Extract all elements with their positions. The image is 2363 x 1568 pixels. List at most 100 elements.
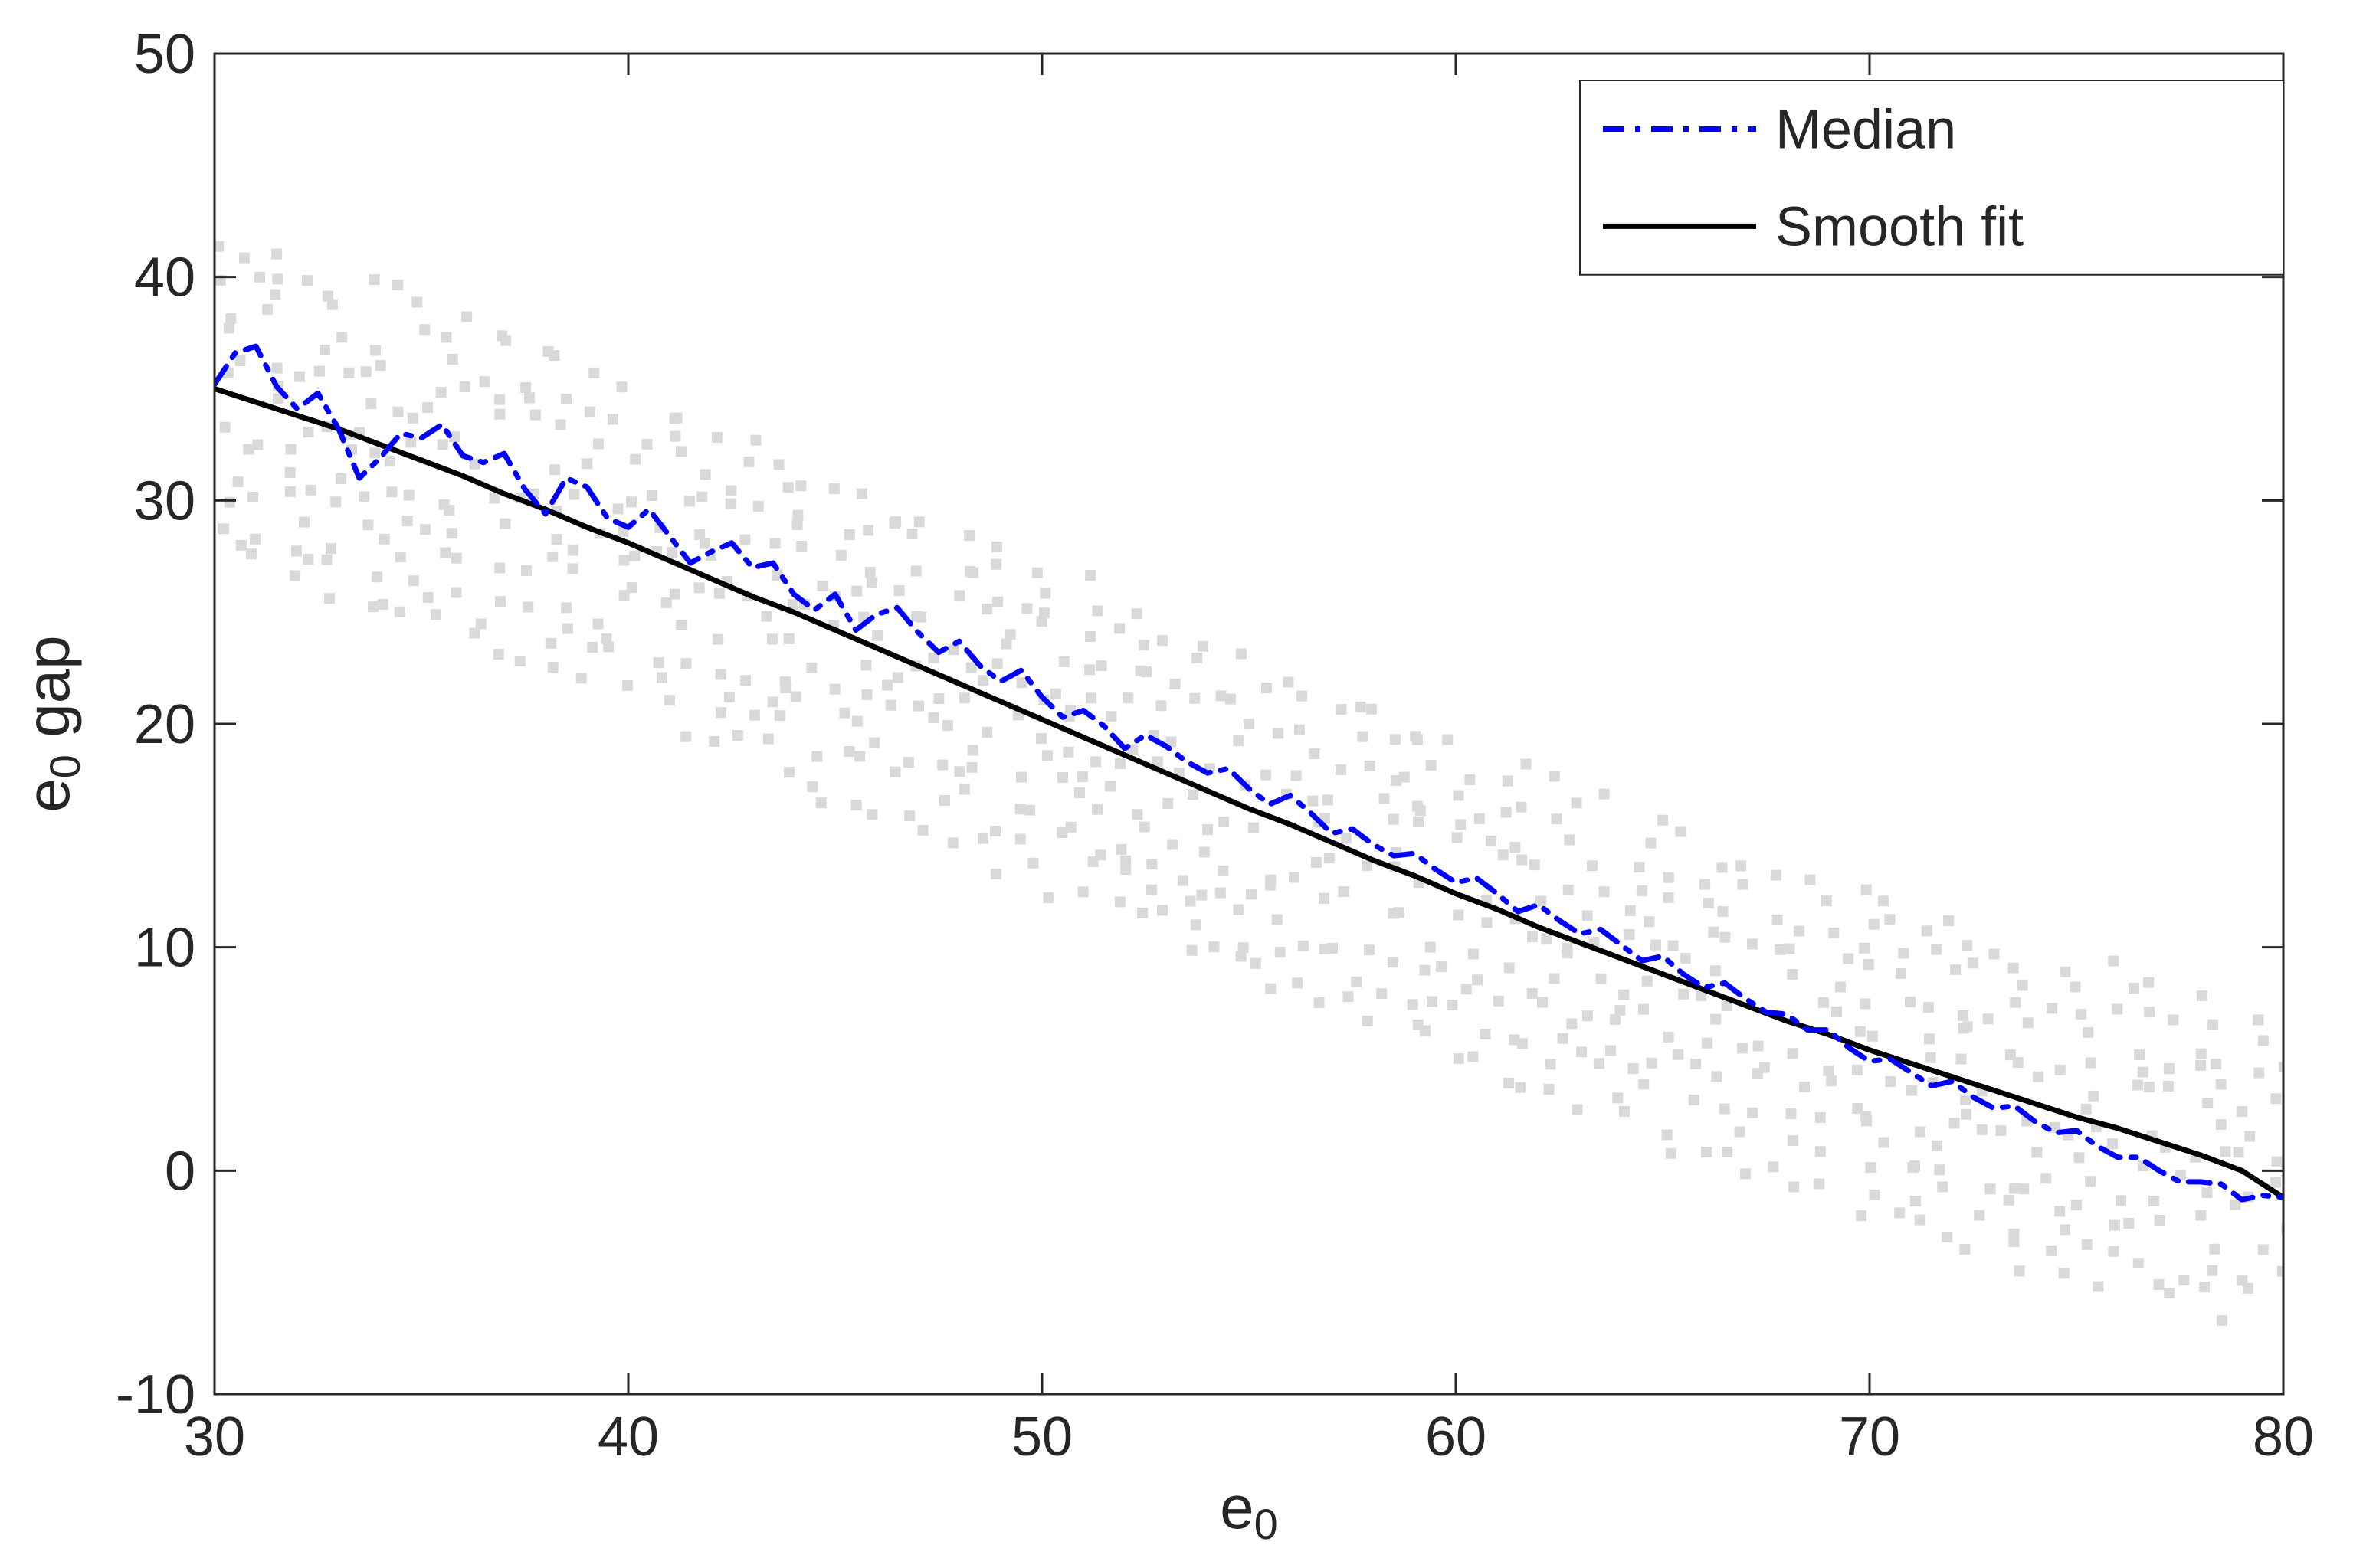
- scatter-point: [469, 628, 480, 639]
- scatter-point: [285, 486, 296, 497]
- scatter-point: [1625, 905, 1636, 916]
- scatter-point: [1283, 677, 1293, 688]
- scatter-point: [928, 712, 939, 723]
- scatter-point: [1425, 942, 1436, 953]
- scatter-point: [521, 565, 532, 576]
- scatter-point: [657, 673, 667, 683]
- scatter-point: [2199, 1282, 2210, 1292]
- scatter-point: [1759, 1062, 1770, 1073]
- scatter-point: [839, 708, 850, 719]
- scatter-point: [992, 658, 1003, 669]
- scatter-point: [886, 700, 896, 711]
- scatter-point: [1480, 1029, 1491, 1039]
- scatter-point: [494, 409, 505, 420]
- scatter-point: [220, 422, 231, 433]
- scatter-point: [1804, 875, 1815, 885]
- scatter-point: [1831, 1007, 1842, 1017]
- scatter-point: [762, 611, 772, 622]
- scatter-point: [1599, 789, 1610, 800]
- scatter-point: [1044, 892, 1054, 903]
- scatter-point: [667, 547, 677, 558]
- scatter-point: [1735, 1126, 1745, 1137]
- scatter-point: [1747, 1108, 1758, 1118]
- scatter-point: [1861, 885, 1872, 895]
- scatter-point: [1298, 941, 1309, 951]
- scatter-point: [2107, 1138, 2118, 1149]
- scatter-point: [1390, 734, 1401, 745]
- scatter-point: [1338, 886, 1349, 897]
- scatter-point: [1867, 1031, 1878, 1042]
- scatter-point: [2112, 1003, 2122, 1014]
- scatter-point: [1884, 914, 1895, 925]
- scatter-point: [1701, 1147, 1712, 1157]
- scatter-point: [1527, 931, 1538, 942]
- scatter-point: [1250, 958, 1261, 969]
- scatter-point: [561, 394, 572, 404]
- scatter-point: [1198, 641, 1208, 652]
- scatter-point: [1516, 802, 1526, 813]
- x-axis-label-main: e: [1220, 1473, 1254, 1541]
- scatter-point: [1272, 914, 1283, 925]
- scatter-point: [1552, 813, 1562, 824]
- scatter-point: [2070, 981, 2080, 992]
- scatter-point: [751, 435, 762, 446]
- scatter-point: [365, 398, 376, 409]
- scatter-point: [714, 588, 725, 599]
- scatter-point: [1785, 1108, 1796, 1119]
- scatter-point: [978, 833, 988, 844]
- scatter-point: [1959, 1244, 1970, 1255]
- scatter-point: [2196, 1049, 2207, 1059]
- scatter-point: [1673, 1049, 1683, 1060]
- scatter-point: [863, 525, 873, 535]
- scatter-point: [303, 427, 313, 437]
- scatter-point: [250, 534, 261, 545]
- scatter-point: [865, 567, 876, 578]
- scatter-point: [1218, 866, 1228, 876]
- scatter-point: [2040, 1173, 2051, 1183]
- scatter-point: [948, 837, 959, 848]
- scatter-point: [1092, 605, 1103, 616]
- scatter-point: [1788, 1135, 1798, 1146]
- scatter-point: [664, 695, 675, 705]
- scatter-point: [1066, 822, 1077, 833]
- y-tick-label: 30: [134, 470, 195, 532]
- scatter-point: [1024, 805, 1035, 816]
- scatter-point: [1218, 817, 1229, 827]
- scatter-point: [680, 732, 691, 742]
- scatter-point: [2253, 1068, 2264, 1079]
- scatter-point: [1962, 940, 1972, 951]
- scatter-point: [1949, 1118, 1960, 1128]
- scatter-point: [1852, 1065, 1863, 1075]
- scatter-point: [1637, 885, 1647, 896]
- scatter-point: [1246, 889, 1257, 899]
- scatter-point: [1275, 947, 1286, 957]
- scatter-point: [1468, 949, 1479, 960]
- scatter-point: [369, 447, 380, 458]
- scatter-point: [547, 552, 558, 562]
- scatter-point: [2164, 1288, 2175, 1298]
- scatter-point: [939, 795, 950, 806]
- scatter-point: [716, 707, 726, 718]
- scatter-point: [792, 519, 803, 530]
- scatter-point: [408, 413, 418, 424]
- scatter-point: [1233, 735, 1244, 746]
- scatter-point: [1937, 1181, 1948, 1192]
- scatter-point: [1638, 1079, 1649, 1089]
- scatter-point: [2270, 1093, 2281, 1104]
- scatter-point: [1865, 1162, 1876, 1173]
- scatter-point: [796, 541, 807, 552]
- scatter-point: [1336, 704, 1347, 715]
- scatter-point: [2253, 1014, 2263, 1025]
- scatter-point: [1120, 856, 1131, 866]
- scatter-point: [302, 275, 313, 286]
- scatter-point: [1699, 879, 1710, 890]
- scatter-point: [2178, 1275, 2189, 1285]
- scatter-point: [2018, 1183, 2029, 1194]
- scatter-point: [370, 345, 381, 356]
- scatter-point: [817, 581, 828, 591]
- scatter-point: [1291, 770, 1302, 781]
- scatter-point: [1307, 796, 1318, 807]
- legend-label-median: Median: [1775, 99, 1956, 160]
- scatter-point: [1139, 640, 1149, 650]
- scatter-point: [1572, 797, 1582, 808]
